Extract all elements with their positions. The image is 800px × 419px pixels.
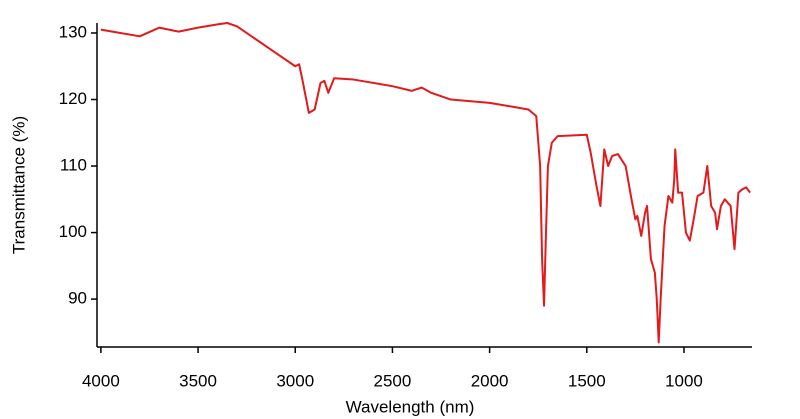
y-axis-label: Transmittance (%): [9, 116, 28, 254]
y-tick-label: 110: [60, 156, 87, 175]
x-tick-label: 2500: [374, 371, 412, 390]
x-tick-label: 3500: [179, 371, 217, 390]
y-tick-label: 100: [59, 222, 87, 241]
x-tick-label: 2000: [471, 371, 509, 390]
x-tick-label: 1000: [665, 371, 703, 390]
y-tick-label: 130: [59, 22, 87, 41]
y-tick-label: 120: [59, 89, 87, 108]
y-tick-label: 90: [68, 289, 87, 308]
x-tick-label: 4000: [82, 371, 120, 390]
spectrum-line: [100, 22, 751, 344]
x-tick-label: 3000: [276, 371, 314, 390]
x-tick-label: 1500: [568, 371, 606, 390]
x-axis-label: Wavelength (nm): [346, 397, 475, 416]
